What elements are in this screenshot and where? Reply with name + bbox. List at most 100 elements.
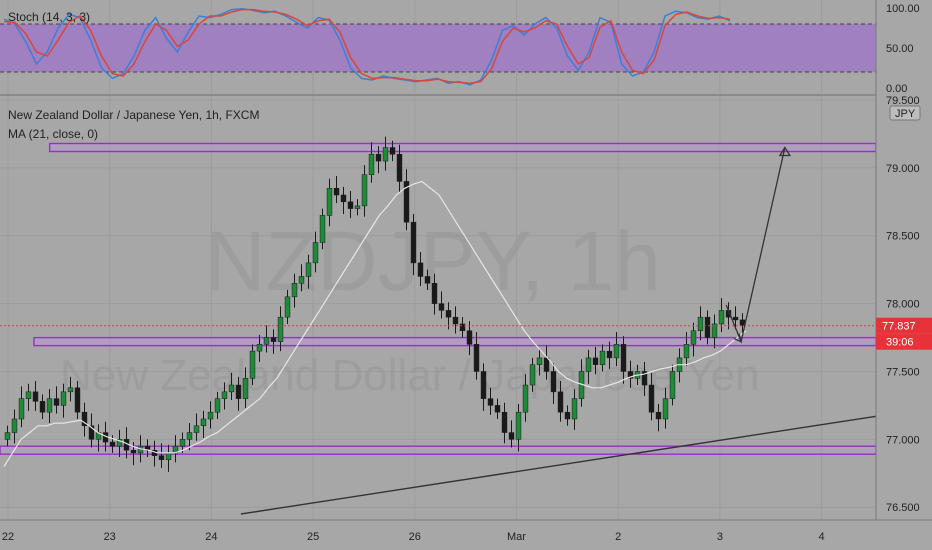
chart-title: New Zealand Dollar / Japanese Yen, 1h, F… xyxy=(8,108,260,122)
candle-body xyxy=(627,371,634,379)
price-tick-label: 79.500 xyxy=(886,95,920,107)
candle-body xyxy=(18,398,25,420)
candle-body xyxy=(4,432,11,440)
candle-body xyxy=(655,411,662,420)
candle-body xyxy=(543,357,550,372)
candle-body xyxy=(466,330,473,345)
currency-label: JPY xyxy=(895,108,916,120)
candle-body xyxy=(683,344,690,359)
candle-body xyxy=(256,344,263,352)
candle-body xyxy=(620,344,627,372)
stoch-band xyxy=(0,24,876,72)
candle-body xyxy=(193,425,200,433)
candle-body xyxy=(536,357,543,365)
candle-body xyxy=(347,201,354,209)
stoch-pane: 100.00 50.00 0.00 xyxy=(0,3,920,95)
candle-body xyxy=(571,398,578,420)
level-zone-0 xyxy=(48,142,877,153)
stoch-tick-label: 50.00 xyxy=(886,43,914,55)
projection-pivot-head xyxy=(733,333,743,343)
candle-body xyxy=(690,330,697,345)
time-axis-bg xyxy=(0,520,932,550)
candle-body xyxy=(529,364,536,386)
candle-body xyxy=(515,411,522,440)
candle-body xyxy=(242,378,249,399)
candle-body xyxy=(375,154,382,162)
stoch-label: Stoch (14, 3, 3) xyxy=(8,10,91,24)
candle-body xyxy=(46,398,53,413)
last-price-badge xyxy=(876,317,932,334)
candle-body xyxy=(487,398,494,406)
candle-body xyxy=(333,187,340,196)
stoch-tick-label: 100.00 xyxy=(886,3,920,15)
candle-body xyxy=(697,316,704,332)
candle-body xyxy=(67,387,74,393)
candle-body xyxy=(354,205,361,209)
candle-body xyxy=(179,439,186,447)
candle-body xyxy=(480,371,487,399)
currency-badge xyxy=(889,105,921,121)
candle-body xyxy=(277,316,284,342)
candle-body xyxy=(389,147,396,155)
candle-body xyxy=(718,310,725,325)
trendline xyxy=(240,415,877,515)
candle-body xyxy=(340,194,347,203)
candle-body xyxy=(326,187,333,216)
candle-body xyxy=(704,316,711,338)
projection-arrow xyxy=(725,146,792,344)
candle-body xyxy=(662,398,669,420)
price-tick-label: 78.000 xyxy=(886,299,920,311)
candle-body xyxy=(403,181,410,223)
candle-body xyxy=(130,449,137,454)
price-tick-label: 77.000 xyxy=(886,434,920,446)
candle-body xyxy=(592,357,599,365)
candle-body xyxy=(305,262,312,277)
price-tick-label: 78.500 xyxy=(886,231,920,243)
candle-body xyxy=(739,319,746,326)
stoch-line-1 xyxy=(3,8,731,84)
candle-body xyxy=(312,242,319,264)
candle-body xyxy=(438,303,445,311)
candle-body xyxy=(641,371,648,386)
candle-body xyxy=(39,401,46,413)
candle-body xyxy=(298,276,305,284)
candle-body xyxy=(186,432,193,440)
watermark-name: New Zealand Dollar / Japanese Yen xyxy=(60,351,760,400)
candle-body xyxy=(228,384,235,393)
time-tick-label: 23 xyxy=(104,531,116,543)
time-tick-label: 22 xyxy=(2,531,14,543)
candle-body xyxy=(88,425,95,440)
price-tick-label: 77.500 xyxy=(886,366,920,378)
projection-arrowhead xyxy=(778,146,792,157)
candle-body xyxy=(200,418,207,427)
candle-body xyxy=(508,432,515,440)
candle-body xyxy=(557,391,564,413)
candle-body xyxy=(648,384,655,413)
candle-body xyxy=(550,371,557,393)
candle-body xyxy=(473,344,480,372)
candle-body xyxy=(424,276,431,284)
candlestick-series xyxy=(4,136,746,472)
candle-body xyxy=(32,391,39,402)
time-tick-label: 4 xyxy=(819,531,825,543)
time-tick-label: 24 xyxy=(205,531,217,543)
candle-body xyxy=(431,282,438,304)
candle-body xyxy=(235,384,242,399)
candle-body xyxy=(361,174,368,207)
countdown-label: 39:06 xyxy=(886,337,914,349)
time-axis: 22 23 24 25 26 Mar 2 3 4 xyxy=(0,519,932,550)
time-tick-label: 25 xyxy=(307,531,319,543)
price-tick-label: 76.500 xyxy=(886,502,920,514)
candle-body xyxy=(732,316,739,321)
candle-body xyxy=(81,411,88,427)
candle-body xyxy=(417,262,424,277)
candle-body xyxy=(284,296,291,318)
candle-body xyxy=(585,357,592,372)
candle-body xyxy=(270,337,277,342)
candle-body xyxy=(11,418,18,433)
time-tick-label: Mar xyxy=(507,531,526,543)
candle-body xyxy=(522,384,529,413)
